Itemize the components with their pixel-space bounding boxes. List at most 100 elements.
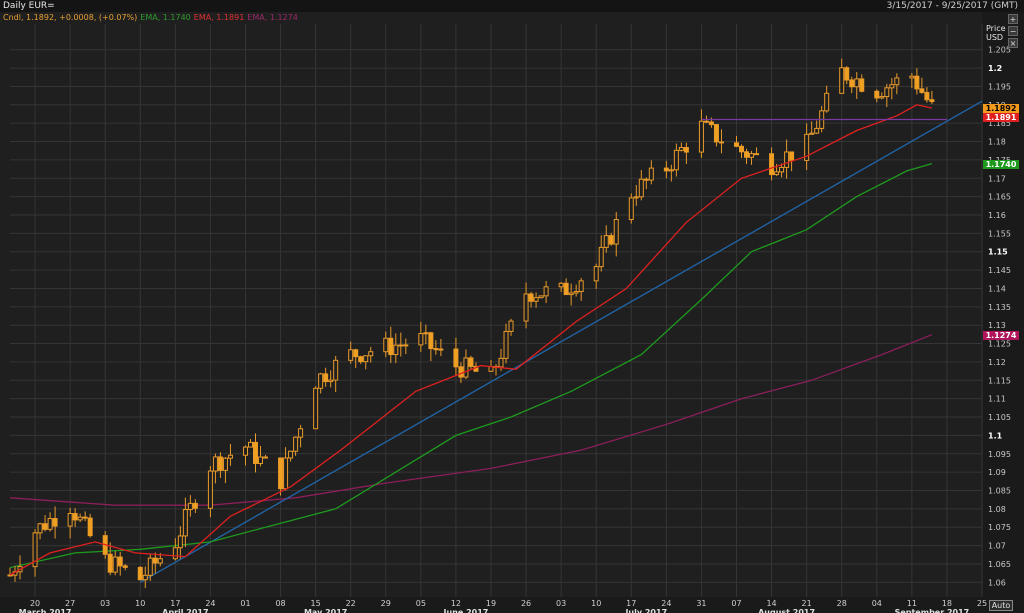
candle-body [142, 574, 148, 581]
candle-body [919, 88, 925, 93]
zoom-out-icon[interactable]: − [1008, 26, 1018, 36]
price-chart[interactable]: 1.061.0651.071.0751.081.0851.091.0951.11… [0, 12, 1024, 613]
y-tick-label: 1.145 [988, 266, 1011, 275]
candle-body [894, 77, 900, 86]
auto-scale-button[interactable]: Auto [989, 600, 1013, 611]
candle-body [398, 344, 404, 347]
candle-body [42, 523, 48, 530]
candle-body [393, 344, 399, 356]
candle-body [593, 266, 599, 282]
price-tag: 1.1740 [983, 159, 1019, 169]
candle-body [313, 387, 319, 430]
candle-body [67, 513, 73, 527]
candle-body [172, 547, 178, 560]
x-tick-label: 08 [275, 599, 285, 608]
candle-body [563, 282, 569, 296]
candle-body [854, 78, 860, 88]
candle-body [578, 280, 584, 292]
x-tick-label: 22 [346, 599, 356, 608]
candle-body [353, 349, 359, 358]
candle-body [177, 535, 183, 549]
y-tick-label: 1.075 [988, 523, 1011, 532]
x-tick-label: 21 [802, 599, 812, 608]
candle-body [804, 133, 810, 161]
candle-body [718, 141, 724, 144]
y-tick-label: 1.095 [988, 450, 1011, 459]
ema-mid-line [9, 162, 933, 569]
candle-body [157, 558, 163, 564]
candle-body [754, 153, 760, 156]
zoom-in-icon[interactable]: + [1008, 14, 1018, 24]
y-tick-label: 1.18 [988, 138, 1006, 147]
candle-body [288, 450, 294, 459]
candle-body [438, 348, 444, 351]
x-month-label: April 2017 [162, 608, 208, 613]
candle-body [784, 151, 790, 168]
y-tick-label: 1.135 [988, 303, 1011, 312]
candle-body [814, 127, 820, 134]
candle-body [107, 553, 113, 573]
candle-body [212, 456, 218, 472]
candle-body [182, 509, 188, 537]
candle-body [708, 121, 714, 126]
candle-body [147, 557, 153, 576]
candle-body [298, 428, 304, 438]
x-tick-label: 14 [766, 599, 776, 608]
candle-body [328, 379, 334, 383]
candle-body [383, 337, 389, 353]
candle-body [137, 566, 143, 581]
candle-body [809, 132, 815, 135]
candle-body [713, 124, 719, 143]
x-tick-label: 03 [556, 599, 566, 608]
x-tick-label: 24 [661, 599, 671, 608]
candle-body [608, 235, 614, 245]
candle-body [453, 348, 459, 368]
candle-body [253, 441, 259, 464]
candle-body [638, 178, 644, 198]
x-tick-label: 04 [872, 599, 882, 608]
candle-body [703, 120, 709, 123]
legend-entry: EMA, 1.1274 [247, 13, 298, 22]
candle-body [749, 153, 755, 158]
y-tick-label: 1.165 [988, 193, 1011, 202]
candle-body [358, 356, 364, 363]
x-tick-label: 26 [521, 599, 531, 608]
candle-body [789, 151, 795, 161]
candle-body [628, 197, 634, 221]
y-tick-label: 1.065 [988, 560, 1011, 569]
candle-body [498, 357, 504, 368]
y-tick-label: 1.14 [988, 284, 1006, 293]
y-tick-label: 1.205 [988, 46, 1011, 55]
price-label: Price [986, 24, 1006, 33]
candle-body [348, 349, 354, 361]
candle-body [573, 290, 579, 294]
candle-body [363, 355, 369, 363]
candle-body [598, 246, 604, 268]
trend-line [139, 100, 983, 583]
candle-body [668, 169, 674, 172]
x-tick-label: 10 [135, 599, 145, 608]
x-tick-label: 31 [696, 599, 706, 608]
x-tick-label: 12 [451, 599, 461, 608]
candle-body [263, 456, 269, 459]
candle-body [388, 337, 394, 356]
candle-body [558, 282, 564, 288]
candle-body [112, 556, 118, 573]
candle-body [739, 145, 745, 153]
x-tick-label: 15 [311, 599, 321, 608]
candle-body [874, 90, 880, 99]
y-tick-label: 1.07 [988, 542, 1006, 551]
candle-body [423, 332, 429, 335]
candle-body [258, 456, 264, 464]
x-month-label: July 2017 [624, 608, 667, 613]
candle-body [744, 151, 750, 158]
candle-body [333, 359, 339, 381]
candle-body [613, 219, 619, 245]
x-month-label: September 2017 [895, 608, 970, 613]
close-icon[interactable]: × [1008, 38, 1018, 48]
y-tick-label: 1.09 [988, 468, 1006, 477]
candle-body [323, 373, 329, 383]
candle-body [914, 75, 920, 90]
price-tag: 1.1274 [983, 330, 1019, 340]
y-tick-label: 1.08 [988, 505, 1006, 514]
